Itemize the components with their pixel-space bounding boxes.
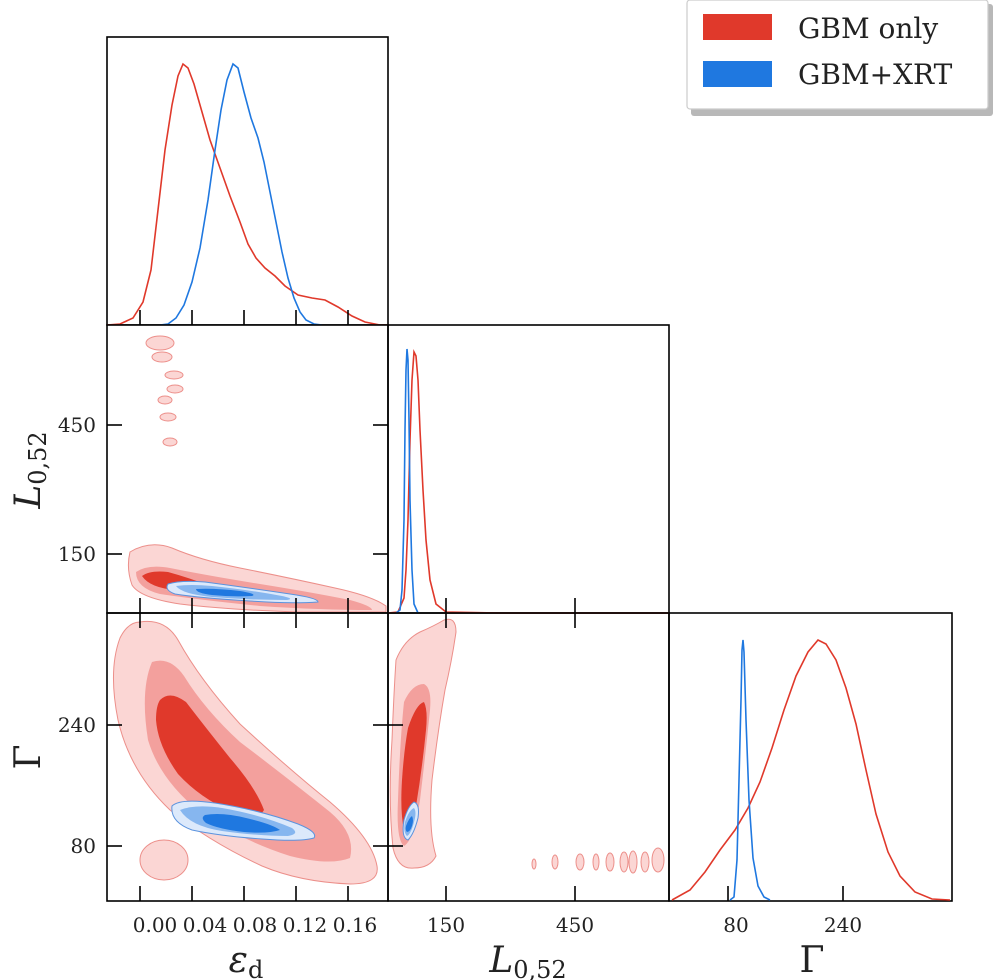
tick-labels-L-bottom: 150 450 bbox=[427, 913, 594, 937]
contour-eps-gamma-xrt-inner bbox=[202, 814, 280, 833]
gamma-marginal-ticks bbox=[727, 886, 844, 901]
axis-title-L-left: L0,52 bbox=[8, 431, 52, 509]
contour-eps-L-gbm-island-3 bbox=[164, 370, 184, 380]
contour-eps-gamma-gbm-mid bbox=[144, 660, 352, 862]
tick-label-eps-0: 0.00 bbox=[133, 913, 178, 937]
contour-eps-gamma-gbm-inner bbox=[156, 695, 264, 817]
contour-L-gamma-island-3 bbox=[575, 853, 585, 871]
tick-labels-gamma-left: 80 240 bbox=[58, 713, 96, 858]
contour-eps-L-gbm-island-7 bbox=[162, 437, 178, 447]
contour-L-gamma-island-9 bbox=[651, 847, 665, 873]
L-vs-gamma-ticks bbox=[388, 613, 576, 901]
eps-vs-L-ticks bbox=[107, 424, 388, 613]
tick-label-gamma-left-0: 80 bbox=[71, 834, 96, 858]
L-marginal-gbm-curve bbox=[387, 349, 669, 614]
axis-title-eps-sub: d bbox=[248, 956, 263, 980]
panel-L-marginal-frame bbox=[387, 324, 670, 614]
eps-vs-gamma-ticks bbox=[107, 613, 388, 901]
contour-eps-L-gbm-island-4 bbox=[166, 384, 184, 394]
tick-label-eps-2: 0.08 bbox=[233, 913, 278, 937]
tick-label-L-bottom-0: 150 bbox=[427, 913, 465, 937]
tick-label-gamma-bottom-0: 80 bbox=[723, 913, 748, 937]
axis-title-eps-base: ε bbox=[229, 940, 248, 980]
tick-label-L-left-1: 450 bbox=[58, 413, 96, 437]
axis-title-eps: εd bbox=[229, 940, 264, 980]
contour-L-gamma-island-2 bbox=[551, 854, 559, 870]
axis-title-L-bottom-base: L bbox=[488, 940, 513, 980]
tick-labels-L-left: 150 450 bbox=[58, 413, 96, 566]
contour-eps-L-gbm-island-5 bbox=[157, 395, 173, 405]
axis-title-L-bottom-sub: 0,52 bbox=[513, 956, 566, 980]
contour-L-gamma-island-7 bbox=[628, 850, 638, 874]
tick-label-L-bottom-1: 450 bbox=[556, 913, 594, 937]
panel-eps-vs-L bbox=[106, 324, 389, 614]
eps-marginal-ticks bbox=[139, 310, 349, 325]
legend-swatch-xrt bbox=[703, 61, 772, 87]
eps-marginal-xrt-curve bbox=[159, 62, 323, 326]
tick-label-eps-1: 0.04 bbox=[183, 913, 228, 937]
contour-L-gamma-island-8 bbox=[640, 851, 650, 873]
legend-label-xrt: GBM+XRT bbox=[798, 58, 953, 91]
panel-eps-marginal bbox=[106, 36, 389, 326]
legend-label-gbm: GBM only bbox=[798, 12, 938, 45]
axis-title-L-bottom: L0,52 bbox=[488, 940, 566, 980]
contour-L-gamma-island-5 bbox=[605, 852, 615, 872]
contour-eps-L-gbm-island-6 bbox=[159, 412, 177, 422]
tick-label-eps-3: 0.12 bbox=[283, 913, 328, 937]
tick-label-eps-4: 0.16 bbox=[333, 913, 378, 937]
axis-title-L-left-base: L bbox=[8, 485, 49, 510]
tick-label-gamma-left-1: 240 bbox=[58, 713, 96, 737]
contour-L-gamma-island-6 bbox=[619, 851, 629, 873]
tick-label-gamma-bottom-1: 240 bbox=[824, 913, 862, 937]
contour-eps-gamma-gbm-island bbox=[139, 839, 189, 881]
contour-L-gamma-gbm-inner bbox=[401, 702, 427, 831]
panel-eps-marginal-frame bbox=[106, 36, 389, 326]
gamma-marginal-xrt-curve bbox=[729, 639, 771, 901]
contour-eps-L-gbm-island-1 bbox=[145, 335, 175, 351]
tick-label-L-left-0: 150 bbox=[58, 542, 96, 566]
eps-marginal-gbm-curve bbox=[106, 62, 388, 326]
panel-L-marginal bbox=[387, 324, 670, 614]
axis-title-gamma-left: Γ bbox=[8, 745, 49, 770]
panel-gamma-marginal bbox=[668, 612, 953, 902]
legend: GBM only GBM+XRT bbox=[686, 0, 993, 116]
axis-title-gamma-bottom: Γ bbox=[800, 940, 825, 980]
panel-eps-vs-gamma bbox=[106, 612, 389, 902]
contour-L-gamma-xrt-inner bbox=[405, 816, 413, 832]
panel-L-vs-gamma bbox=[387, 612, 670, 902]
contour-L-gamma-island-1 bbox=[531, 858, 537, 870]
gamma-marginal-gbm-curve bbox=[671, 639, 951, 901]
legend-swatch-gbm bbox=[703, 14, 772, 40]
tick-labels-eps: 0.00 0.04 0.08 0.12 0.16 bbox=[133, 913, 378, 937]
contour-L-gamma-island-4 bbox=[592, 853, 600, 871]
L-marginal-xrt-curve bbox=[395, 348, 419, 614]
axis-title-L-left-sub: 0,52 bbox=[24, 431, 52, 484]
contour-eps-L-xrt-inner bbox=[196, 588, 254, 597]
contour-eps-L-gbm-island-2 bbox=[151, 351, 173, 363]
panel-gamma-marginal-frame bbox=[668, 612, 953, 902]
tick-labels-gamma-bottom: 80 240 bbox=[723, 913, 862, 937]
L-marginal-ticks bbox=[445, 598, 576, 613]
